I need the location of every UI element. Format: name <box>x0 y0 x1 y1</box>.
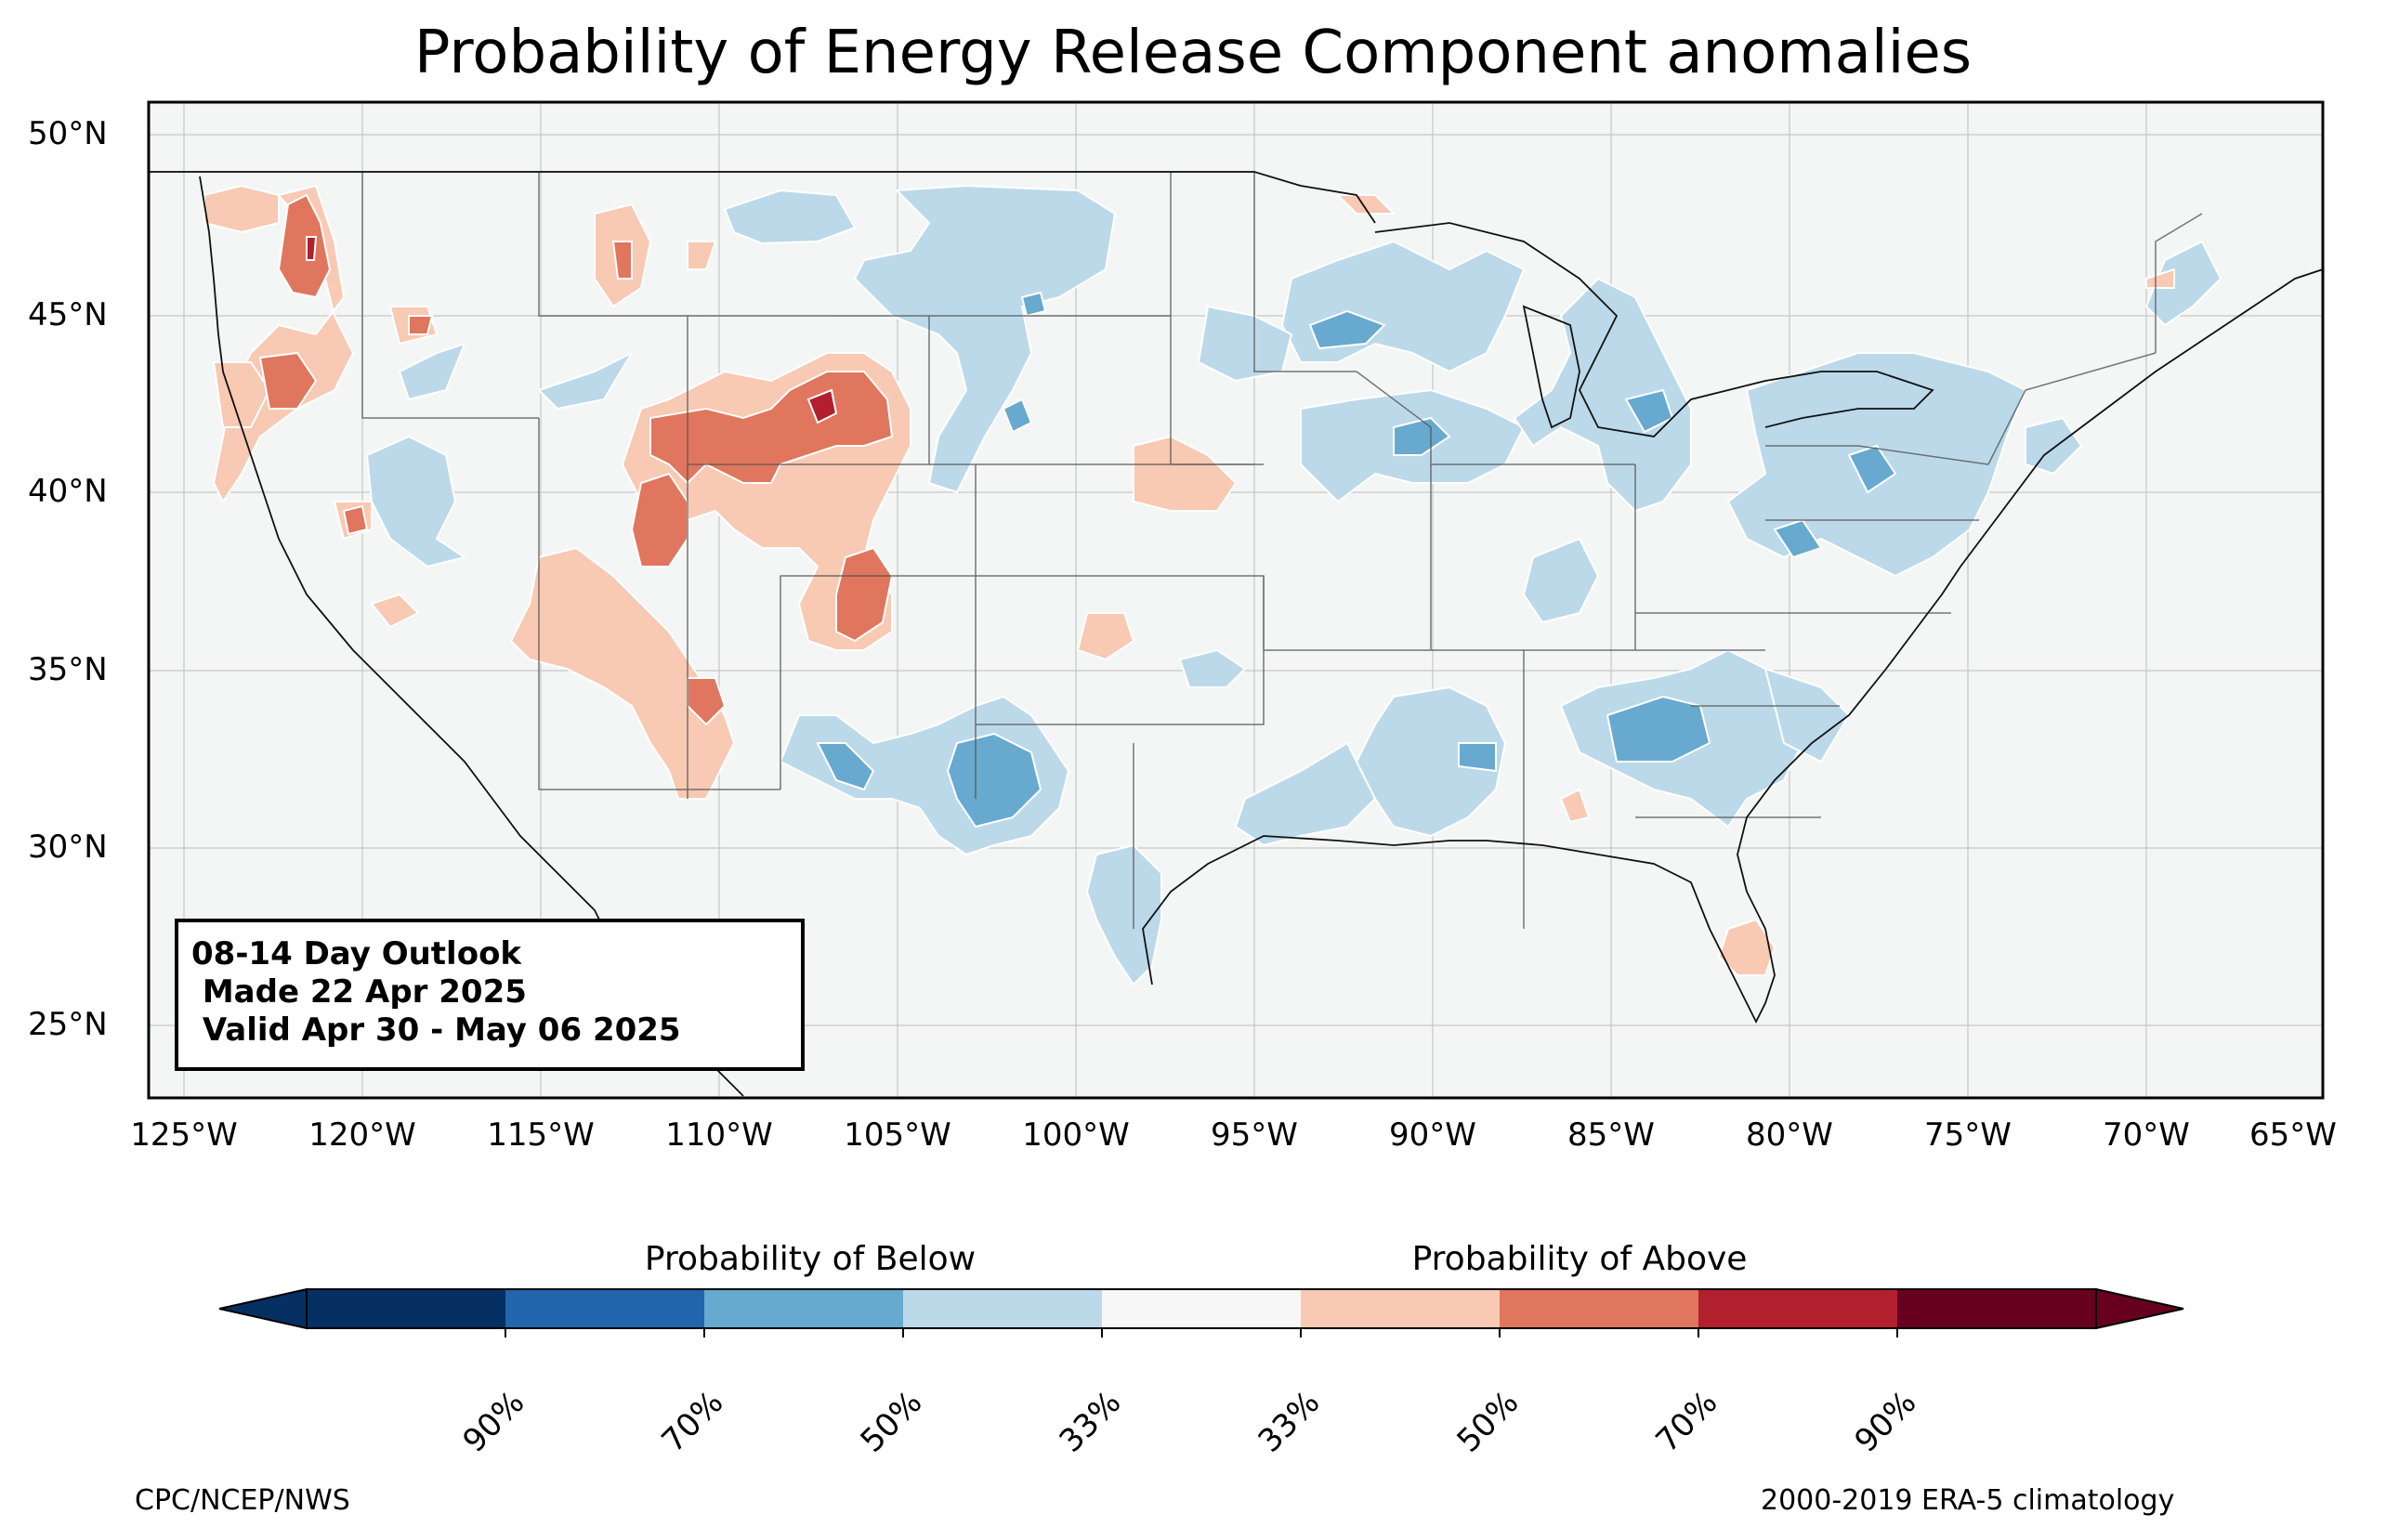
x-tick-95w: 95°W <box>1211 1116 1298 1154</box>
region-northern-plains-blue <box>853 184 1117 494</box>
region-utah-mid <box>630 472 688 568</box>
region-ca-small-red <box>370 593 420 629</box>
y-tick-25n: 25°N <box>28 1006 108 1043</box>
x-tick-105w: 105°W <box>844 1116 951 1154</box>
region-wy-dark <box>806 388 838 424</box>
region-washington-red <box>203 184 280 234</box>
colorbar <box>218 1287 2184 1338</box>
outlook-made-date: Made 22 Apr 2025 <box>191 973 527 1011</box>
y-tick-35n: 35°N <box>28 651 108 688</box>
region-louisiana-blue <box>1234 741 1377 847</box>
x-tick-90w: 90°W <box>1389 1116 1476 1154</box>
region-wisconsin-mid <box>1308 309 1386 350</box>
colorbar-seg-1 <box>307 1289 505 1328</box>
below-50-regions <box>816 291 1897 829</box>
region-okla-red <box>1076 612 1135 661</box>
region-nv-mid <box>342 504 369 536</box>
colorbar-seg-6 <box>1301 1289 1500 1328</box>
region-colorado-mid <box>835 546 894 643</box>
x-tick-115w: 115°W <box>487 1116 595 1154</box>
region-virginia-mid <box>1773 518 1823 559</box>
above-70-regions <box>306 236 838 424</box>
region-georgia-carolina-blue <box>1763 667 1851 763</box>
x-tick-75w: 75°W <box>1924 1116 2012 1154</box>
colorbar-arrow-left <box>218 1287 308 1330</box>
x-tick-100w: 100°W <box>1022 1116 1130 1154</box>
x-tick-120w: 120°W <box>308 1116 416 1154</box>
outlook-period: 08-14 Day Outlook <box>191 935 522 972</box>
x-tick-65w: 65°W <box>2249 1116 2337 1154</box>
footer-source: CPC/NCEP/NWS <box>135 1484 350 1517</box>
y-tick-40n: 40°N <box>28 473 108 510</box>
great-lakes <box>1374 222 1934 437</box>
x-tick-70w: 70°W <box>2103 1116 2190 1154</box>
colorbar-below-label: Probability of Below <box>644 1240 977 1278</box>
colorbar-seg-8 <box>1698 1289 1897 1328</box>
y-tick-50n: 50°N <box>28 115 108 152</box>
region-ms-mid <box>1458 742 1497 773</box>
gulf-coast <box>1142 835 1776 1024</box>
y-tick-45n: 45°N <box>28 296 108 333</box>
region-id-mid <box>408 315 434 335</box>
region-mt-mid <box>611 241 633 280</box>
region-oklahoma-blue <box>1178 648 1247 688</box>
region-wa-dark <box>306 236 318 261</box>
x-tick-85w: 85°W <box>1567 1116 1655 1154</box>
region-south-texas-blue <box>1085 843 1162 986</box>
colorbar-seg-3 <box>704 1289 903 1328</box>
region-wyoming-red <box>687 241 717 270</box>
region-texas-mid <box>946 732 1042 829</box>
region-nebraska-mid <box>1002 398 1033 434</box>
colorbar-seg-4 <box>903 1289 1102 1328</box>
colorbar-seg-2 <box>505 1289 704 1328</box>
x-tick-125w: 125°W <box>130 1116 238 1154</box>
region-arizona-red <box>509 546 736 800</box>
region-iowa-mid <box>1393 416 1451 456</box>
region-mid-atlantic-blue <box>2025 416 2083 476</box>
region-wa-mid <box>277 193 332 299</box>
colorbar-seg-9 <box>1897 1289 2096 1328</box>
colorbar-border <box>306 1288 2097 1329</box>
colorbar-arrow-right <box>2095 1287 2184 1330</box>
region-cal-red <box>212 361 271 428</box>
region-arkansas-blue <box>1522 537 1600 624</box>
region-new-england-blue <box>2144 240 2222 327</box>
outlook-info-box: 08-14 Day Outlook Made 22 Apr 2025 Valid… <box>175 919 805 1071</box>
region-oregon-mid <box>258 351 318 410</box>
footer-climatology: 2000-2019 ERA-5 climatology <box>1761 1484 2175 1517</box>
x-tick-110w: 110°W <box>665 1116 773 1154</box>
colorbar-seg-5 <box>1102 1289 1301 1328</box>
region-maine-red <box>2145 268 2175 289</box>
region-wyoming-blue <box>537 350 635 411</box>
map-frame <box>147 100 2325 1100</box>
region-carolina-mid <box>1606 695 1711 763</box>
region-kansas-red <box>1133 435 1238 512</box>
atlantic-coast <box>1737 268 2324 893</box>
region-mi-red <box>1335 194 1396 215</box>
lake-michigan <box>1522 305 1580 429</box>
region-florida-red <box>1717 918 1776 976</box>
outlook-valid-range: Valid Apr 30 - May 06 2025 <box>191 1011 681 1049</box>
region-ms-red <box>1559 788 1591 824</box>
chart-title: Probability of Energy Release Component … <box>413 19 1973 87</box>
region-montana-blue <box>723 189 857 245</box>
region-idaho-blue <box>398 342 466 401</box>
region-nd-mid <box>1020 291 1047 318</box>
colorbar-seg-7 <box>1500 1289 1698 1328</box>
x-tick-80w: 80°W <box>1746 1116 1833 1154</box>
canada-border <box>149 171 1376 224</box>
colorbar-above-label: Probability of Above <box>1411 1240 1748 1278</box>
y-tick-30n: 30°N <box>28 829 108 866</box>
region-nevada-blue <box>365 435 467 568</box>
region-ohio-mid <box>1847 444 1897 494</box>
region-nm-mid <box>816 742 875 791</box>
region-mississippi-blue <box>1355 685 1507 838</box>
